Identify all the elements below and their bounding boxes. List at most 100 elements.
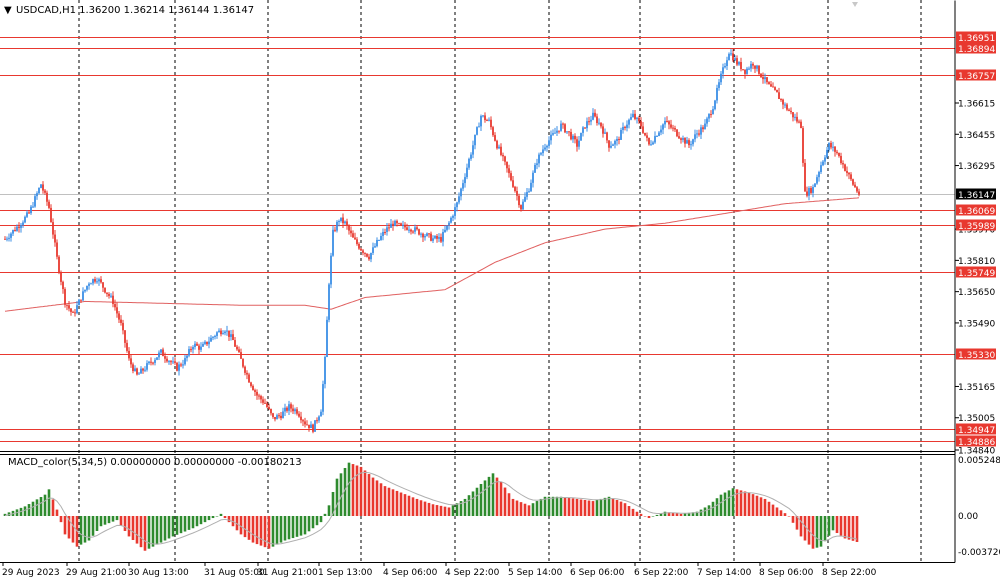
- macd-bar: [559, 496, 563, 516]
- candle-body: [494, 135, 496, 141]
- macd-bar: [571, 498, 575, 516]
- candle-body: [558, 130, 560, 132]
- candle-body: [476, 127, 478, 135]
- candle-body: [538, 154, 540, 164]
- candle-body: [734, 58, 736, 61]
- candle-body: [416, 227, 418, 230]
- macd-bar: [735, 489, 739, 516]
- candle-body: [342, 217, 344, 224]
- candle-body: [446, 225, 448, 230]
- candle-body: [812, 186, 814, 193]
- candle-body: [270, 408, 272, 414]
- level-label: 1.36069: [958, 207, 995, 217]
- candle-body: [126, 342, 128, 351]
- macd-title: MACD_color(5,34,5) 0.00000000 0.00000000…: [8, 457, 302, 468]
- macd-bar: [591, 501, 595, 516]
- macd-bar: [223, 516, 227, 519]
- candle-body: [186, 355, 188, 359]
- candle-body: [440, 237, 442, 242]
- candle-body: [142, 368, 144, 371]
- candle-body: [458, 196, 460, 203]
- candle-body: [184, 358, 186, 365]
- price-tick-label: 1.35490: [958, 319, 995, 329]
- macd-bar: [307, 516, 311, 532]
- macd-bar: [635, 511, 639, 516]
- candle-body: [116, 307, 118, 314]
- macd-bar: [763, 498, 767, 516]
- candle-body: [554, 132, 556, 134]
- macd-bar: [623, 503, 627, 516]
- macd-bar: [195, 516, 199, 527]
- candle-body: [228, 330, 230, 337]
- macd-bar: [363, 470, 367, 516]
- candle-body: [6, 238, 8, 240]
- scroll-arrow-icon[interactable]: [852, 2, 858, 7]
- candle-body: [552, 133, 554, 135]
- candle-body: [764, 77, 766, 80]
- candle-body: [526, 192, 528, 197]
- candle-body: [128, 350, 130, 359]
- macd-bar: [51, 499, 55, 516]
- time-tick-label: 5 Sep 14:00: [508, 568, 563, 578]
- candle-body: [570, 131, 572, 140]
- candle-body: [840, 155, 842, 164]
- macd-bar: [687, 512, 691, 516]
- candle-body: [120, 319, 122, 323]
- macd-bar: [751, 494, 755, 516]
- horizontal-levels[interactable]: [0, 37, 955, 442]
- macd-bar: [315, 516, 319, 526]
- candle-body: [714, 100, 716, 110]
- macd-bar: [391, 489, 395, 516]
- macd-bar: [331, 491, 335, 516]
- candle-body: [348, 225, 350, 231]
- candle-body: [428, 233, 430, 235]
- macd-bar: [831, 516, 835, 531]
- candle-body: [628, 119, 630, 125]
- candle-body: [194, 343, 196, 348]
- price-tick-label: 1.34840: [958, 447, 995, 457]
- macd-bar: [483, 480, 487, 516]
- candle-body: [634, 113, 636, 119]
- candle-body: [510, 173, 512, 181]
- macd-bar: [279, 516, 283, 543]
- macd-bar: [143, 516, 147, 551]
- candle-body: [654, 136, 656, 143]
- candle-body: [798, 121, 800, 123]
- candle-body: [86, 285, 88, 290]
- chart-menu-icon[interactable]: ▼: [4, 5, 12, 16]
- candle-body: [690, 144, 692, 146]
- candle-body: [562, 123, 564, 125]
- macd-bar: [355, 465, 359, 516]
- candle-body: [324, 356, 326, 385]
- candle-body: [638, 117, 640, 122]
- candle-body: [686, 140, 688, 144]
- candle-body: [508, 168, 510, 174]
- candle-body: [528, 191, 530, 193]
- candle-body: [660, 129, 662, 133]
- candle-body: [472, 145, 474, 155]
- candle-body: [64, 289, 66, 305]
- candle-body: [844, 164, 846, 171]
- macd-bar: [371, 477, 375, 516]
- macd-tick-label: 0.0052488: [958, 456, 1000, 466]
- macd-bar: [647, 516, 651, 519]
- time-tick-label: 31 Aug 21:00: [257, 568, 318, 578]
- macd-bar: [83, 516, 87, 543]
- candle-body: [408, 229, 410, 231]
- candle-body: [382, 232, 384, 236]
- candle-body: [744, 69, 746, 74]
- macd-bar: [131, 516, 135, 541]
- candle-body: [556, 130, 558, 133]
- macd-bar: [171, 516, 175, 537]
- price-tick-label: 1.35165: [958, 383, 995, 393]
- price-tick-label: 1.35005: [958, 414, 995, 424]
- candle-body: [610, 145, 612, 148]
- candle-body: [688, 140, 690, 146]
- candle-body: [712, 109, 714, 115]
- macd-bar: [823, 516, 827, 542]
- macd-bar: [727, 490, 731, 516]
- macd-bar: [455, 503, 459, 516]
- candle-body: [694, 134, 696, 140]
- price-tick-label: 1.36615: [958, 99, 995, 109]
